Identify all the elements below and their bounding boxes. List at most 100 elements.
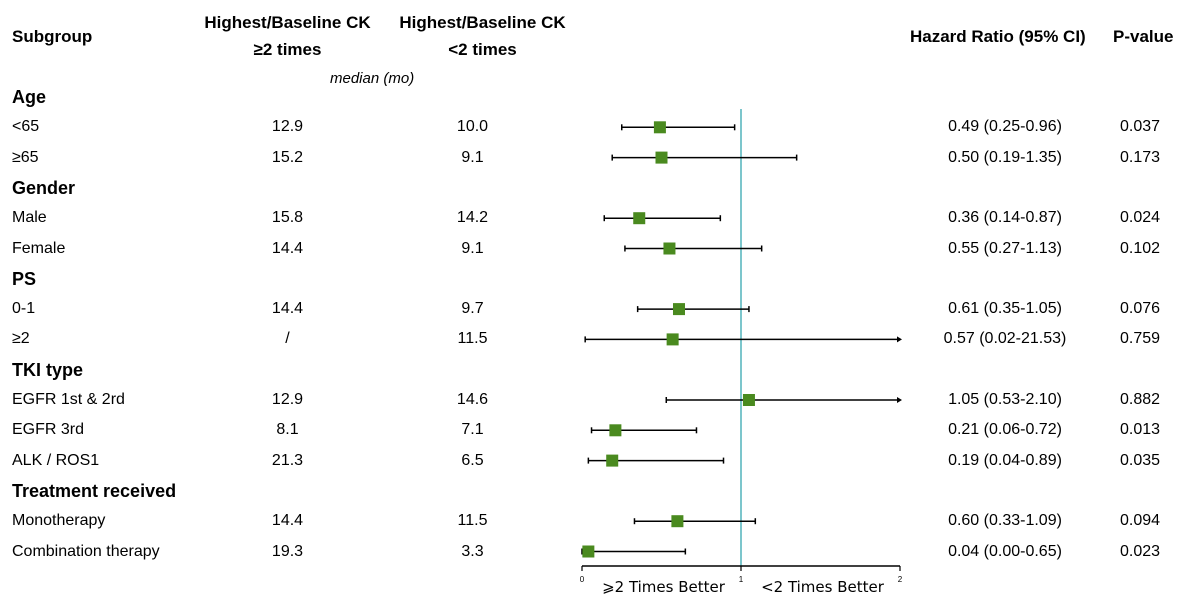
section-header-row: TKI type: [0, 355, 1192, 385]
hr-marker: [672, 303, 685, 316]
p-value: 0.035: [1119, 451, 1161, 469]
table-row: Combination therapy 19.3 3.3 0.04 (0.00-0.6…: [0, 537, 1192, 567]
median-lt2: 11.5: [457, 330, 488, 348]
median-ge2: 19.3: [271, 542, 304, 560]
ci-arrow-high: [897, 397, 902, 403]
header-subgroup: Subgroup: [12, 27, 93, 46]
section-label: TKI type: [12, 359, 84, 380]
section-header-row: Gender: [0, 173, 1192, 203]
table-row: 0-1 14.4 9.7 0.61 (0.35-1.05) 0.076: [0, 294, 1192, 324]
median-ge2: /: [285, 330, 290, 348]
subgroup-label: Monotherapy: [12, 512, 106, 530]
subgroup-label: Combination therapy: [12, 542, 160, 560]
median-lt2: 3.3: [461, 542, 484, 560]
header-ge2-line1: Highest/Baseline CK: [204, 13, 371, 32]
hr-marker: [653, 121, 666, 134]
subgroup-label: 0-1: [12, 300, 36, 318]
p-value: 0.173: [1119, 148, 1161, 166]
hr-marker: [582, 545, 595, 558]
p-value: 0.882: [1119, 391, 1161, 408]
hr-marker: [609, 424, 622, 437]
median-lt2: 14.6: [456, 391, 489, 408]
section-label: Age: [12, 87, 47, 107]
p-value: 0.102: [1119, 239, 1161, 257]
median-lt2: 6.5: [461, 451, 484, 469]
subgroup-label: ≥2: [12, 330, 30, 348]
median-ge2: 14.4: [271, 239, 304, 257]
hazard-ratio-text: 0.57 (0.02-21.53): [943, 330, 1067, 348]
header-ge2-line2: ≥2 times: [253, 40, 322, 59]
hazard-ratio-text: 0.19 (0.04-0.89): [948, 451, 1062, 469]
median-lt2: 9.1: [461, 239, 484, 257]
subgroup-label: Female: [12, 239, 66, 257]
p-value: 0.024: [1119, 209, 1161, 227]
table-row: ≥2 / 11.5 0.57 (0.02-21.53) 0.759: [0, 324, 1192, 354]
table-row: Female 14.4 9.1 0.55 (0.27-1.13) 0.102: [0, 234, 1192, 264]
x-tick-label: 0: [580, 575, 585, 584]
subgroup-label: ≥65: [12, 148, 39, 166]
subgroup-label: EGFR 3rd: [12, 421, 85, 439]
subgroup-label: EGFR 1st & 2rd: [12, 391, 125, 408]
hr-marker: [663, 242, 676, 255]
hazard-ratio-text: 0.60 (0.33-1.09): [948, 512, 1062, 530]
section-header-row: Treatment received: [0, 476, 1192, 506]
median-ge2: 14.4: [271, 512, 304, 530]
median-ge2: 15.2: [271, 148, 304, 166]
hazard-ratio-text: 0.04 (0.00-0.65): [948, 542, 1062, 560]
hazard-ratio-text: 0.49 (0.25-0.96): [948, 118, 1062, 136]
hazard-ratio-text: 0.55 (0.27-1.13): [948, 239, 1062, 257]
p-value: 0.094: [1119, 512, 1161, 530]
ci-arrow-high: [897, 336, 902, 343]
table-row: ALK / ROS1 21.3 6.5 0.19 (0.04-0.89) 0.035: [0, 446, 1192, 476]
median-note: median (mo): [330, 70, 415, 87]
median-lt2: 10.0: [456, 118, 489, 136]
hazard-ratio-text: 0.61 (0.35-1.05): [948, 300, 1062, 318]
table-row: <65 12.9 10.0 0.49 (0.25-0.96) 0.037: [0, 112, 1192, 142]
hr-marker: [655, 151, 668, 164]
header-lt2-line2: <2 times: [448, 40, 517, 59]
p-value: 0.013: [1119, 421, 1161, 439]
median-ge2: 12.9: [271, 391, 304, 408]
median-ge2: 12.9: [271, 118, 304, 136]
header-lt2-line1: Highest/Baseline CK: [399, 13, 566, 32]
median-lt2: 14.2: [456, 209, 489, 227]
hazard-ratio-text: 1.05 (0.53-2.10): [948, 391, 1062, 408]
median-lt2: 7.1: [461, 421, 484, 439]
header-p-value: P-value: [1113, 27, 1174, 46]
hr-marker: [666, 333, 679, 346]
table-row: ≥65 15.2 9.1 0.50 (0.19-1.35) 0.173: [0, 143, 1192, 173]
hr-marker: [742, 394, 755, 406]
hazard-ratio-text: 0.36 (0.14-0.87): [948, 209, 1062, 227]
table-row: EGFR 1st & 2rd 12.9 14.6 1.05 (0.53-2.10) 0.…: [0, 385, 1192, 415]
hr-marker: [633, 212, 646, 225]
subgroup-label: ALK / ROS1: [12, 451, 100, 469]
p-value: 0.023: [1119, 542, 1161, 560]
p-value: 0.076: [1119, 300, 1161, 318]
median-lt2: 11.5: [457, 512, 488, 530]
hr-marker: [671, 515, 684, 528]
p-value: 0.037: [1119, 118, 1161, 136]
left-direction-label: ⩾2 Times Better: [602, 578, 726, 594]
median-lt2: 9.1: [461, 148, 484, 166]
median-ge2: 8.1: [276, 421, 299, 439]
median-ge2: 21.3: [271, 451, 304, 469]
table-row: Monotherapy 14.4 11.5 0.60 (0.33-1.09) 0.094: [0, 506, 1192, 536]
table-row: Male 15.8 14.2 0.36 (0.14-0.87) 0.024: [0, 203, 1192, 233]
median-ge2: 14.4: [271, 300, 304, 318]
section-header-row: Age: [0, 82, 1192, 112]
header-hazard-ratio: Hazard Ratio (95% CI): [910, 27, 1086, 46]
p-value: 0.759: [1119, 330, 1161, 348]
table-row: EGFR 3rd 8.1 7.1 0.21 (0.06-0.72) 0.013: [0, 415, 1192, 445]
subgroup-label: Male: [12, 209, 47, 227]
section-label: Treatment received: [12, 480, 177, 501]
median-lt2: 9.7: [461, 300, 484, 318]
hazard-ratio-text: 0.50 (0.19-1.35): [948, 148, 1062, 166]
x-tick-label: 1: [739, 575, 744, 584]
section-header-row: PS: [0, 264, 1192, 294]
x-tick-label: 2: [898, 575, 903, 584]
section-label: PS: [12, 268, 37, 289]
section-label: Gender: [12, 177, 76, 198]
subgroup-label: <65: [12, 118, 40, 136]
hr-marker: [606, 454, 619, 467]
